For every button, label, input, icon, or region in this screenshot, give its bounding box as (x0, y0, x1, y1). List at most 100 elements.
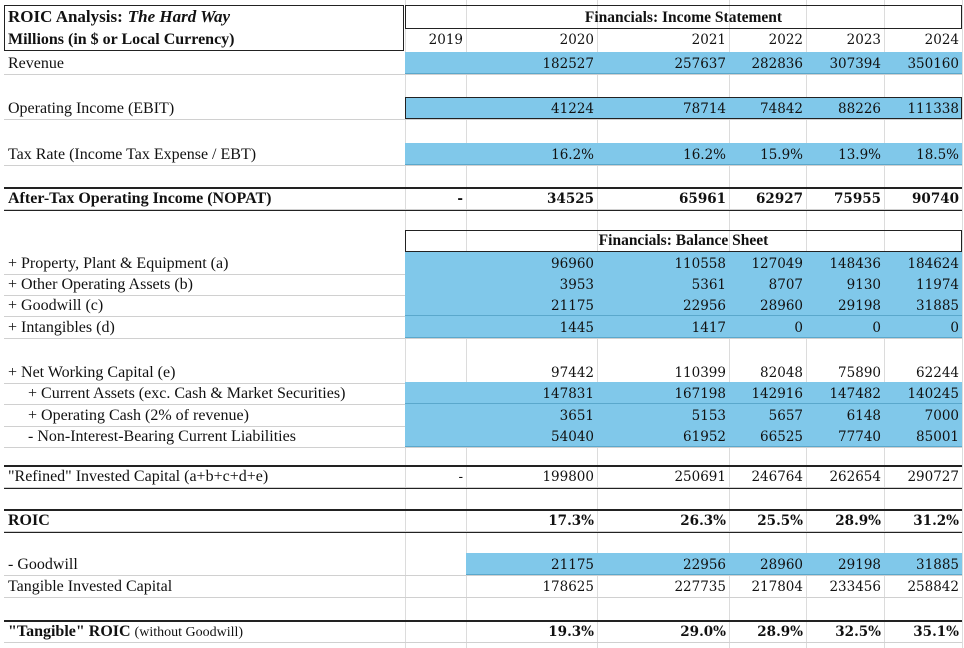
cell-value: 13.9% (838, 147, 881, 163)
section-box (405, 5, 962, 29)
cell-value: 258842 (907, 579, 959, 595)
cell-value: 147482 (829, 386, 881, 402)
year-header: 2024 (924, 32, 959, 48)
cell-value: 199800 (542, 469, 594, 485)
row-divider (4, 597, 962, 598)
row-label: "Tangible" ROIC (without Goodwill) (8, 621, 243, 643)
cell-value: 88226 (838, 101, 881, 117)
year-header: 2021 (691, 32, 726, 48)
cell-value: 148436 (829, 256, 881, 272)
row-label-text: "Refined" Invested Capital (a+b+c+d+e) (8, 468, 269, 485)
row-label: Tangible Invested Capital (8, 576, 172, 597)
row-divider (4, 531, 962, 532)
cell-value: 74842 (760, 101, 803, 117)
year-header: 2022 (768, 32, 803, 48)
row-label: Revenue (8, 53, 64, 74)
cell-value: 65961 (679, 191, 726, 207)
cell-fill (405, 382, 962, 404)
row-border (4, 620, 962, 622)
cell-value: 6148 (846, 408, 881, 424)
cell-value: 32.5% (835, 624, 881, 640)
cell-value: 182527 (542, 56, 594, 72)
row-label: + Current Assets (exc. Cash & Market Sec… (28, 383, 345, 404)
title-emphasis: The Hard Way (127, 7, 231, 26)
row-label-note: (without Goodwill) (134, 625, 244, 640)
cell-value: 25.5% (757, 513, 803, 529)
cell-value: 282836 (751, 56, 803, 72)
cell-value: 85001 (916, 429, 959, 445)
cell-value: 110558 (674, 256, 726, 272)
row-label: + Net Working Capital (e) (8, 362, 175, 383)
title: ROIC Analysis: The Hard Way (8, 6, 230, 28)
grid-line (962, 0, 963, 648)
cell-value: 111338 (907, 101, 959, 117)
year-header: 2019 (428, 32, 463, 48)
cell-value: 31885 (916, 298, 959, 314)
cell-value: 75955 (834, 191, 881, 207)
cell-value: 127049 (751, 256, 803, 272)
cell-value: - (458, 469, 463, 485)
cell-fill (466, 553, 962, 575)
cell-value: 5657 (768, 408, 803, 424)
row-label-text: After-Tax Operating Income (NOPAT) (8, 190, 272, 207)
cell-value: 66525 (760, 429, 803, 445)
cell-value: 0 (950, 320, 959, 336)
cell-value: 35.1% (913, 624, 959, 640)
cell-value: 28960 (760, 298, 803, 314)
row-divider (4, 447, 962, 448)
title-text: ROIC Analysis: (8, 7, 123, 26)
cell-value: 61952 (683, 429, 726, 445)
cell-value: 77740 (838, 429, 881, 445)
cell-value: 82048 (760, 365, 803, 381)
row-divider (4, 209, 962, 210)
row-border (4, 187, 962, 189)
cell-value: 250691 (674, 469, 726, 485)
cell-value: 29198 (838, 557, 881, 573)
row-label: After-Tax Operating Income (NOPAT) (8, 188, 272, 209)
cell-value: 18.5% (916, 147, 959, 163)
section-title: Financials: Income Statement (584, 9, 783, 26)
cell-value: 31.2% (913, 513, 959, 529)
cell-value: 22956 (683, 298, 726, 314)
row-label: + Property, Plant & Equipment (a) (8, 253, 228, 274)
cell-value: 96960 (551, 256, 594, 272)
cell-value: 41224 (551, 101, 594, 117)
cell-value: 3651 (559, 408, 594, 424)
row-label-text: + Property, Plant & Equipment (a) (8, 255, 229, 272)
cell-value: 29198 (838, 298, 881, 314)
units: Millions (in $ or Local Currency) (8, 31, 235, 48)
title-box (4, 5, 404, 51)
row-label-text: - Goodwill (8, 556, 78, 573)
cell-value: 1417 (691, 320, 726, 336)
cell-fill (405, 425, 962, 447)
row-label: + Operating Cash (2% of revenue) (28, 405, 249, 426)
cell-fill (405, 143, 962, 165)
row-divider (4, 119, 962, 120)
cell-value: 3953 (559, 277, 594, 293)
row-label: Tax Rate (Income Tax Expense / EBT) (8, 144, 256, 165)
cell-value: 15.9% (760, 147, 803, 163)
cell-value: 75890 (838, 365, 881, 381)
row-label: + Other Operating Assets (b) (8, 274, 193, 295)
cell-value: 17.3% (548, 513, 594, 529)
cell-value: 7000 (924, 408, 959, 424)
row-label: + Intangibles (d) (8, 317, 115, 338)
cell-value: 62927 (756, 191, 803, 207)
row-label-text: + Net Working Capital (e) (8, 364, 176, 381)
year-header: 2020 (559, 32, 594, 48)
cell-value: - (457, 191, 463, 207)
row-label-text: + Goodwill (c) (8, 297, 104, 314)
cell-value: 29.0% (680, 624, 726, 640)
row-label-text: + Other Operating Assets (b) (8, 276, 193, 293)
section-title: Financials: Balance Sheet (598, 232, 769, 249)
cell-value: 227735 (674, 579, 726, 595)
cell-value: 78714 (683, 101, 726, 117)
cell-value: 62244 (916, 365, 959, 381)
cell-value: 307394 (829, 56, 881, 72)
cell-value: 0 (872, 320, 881, 336)
row-label-text: Tax Rate (Income Tax Expense / EBT) (8, 146, 257, 163)
cell-value: 350160 (907, 56, 959, 72)
row-label-text: + Current Assets (exc. Cash & Market Sec… (28, 385, 346, 402)
row-border (4, 465, 962, 467)
